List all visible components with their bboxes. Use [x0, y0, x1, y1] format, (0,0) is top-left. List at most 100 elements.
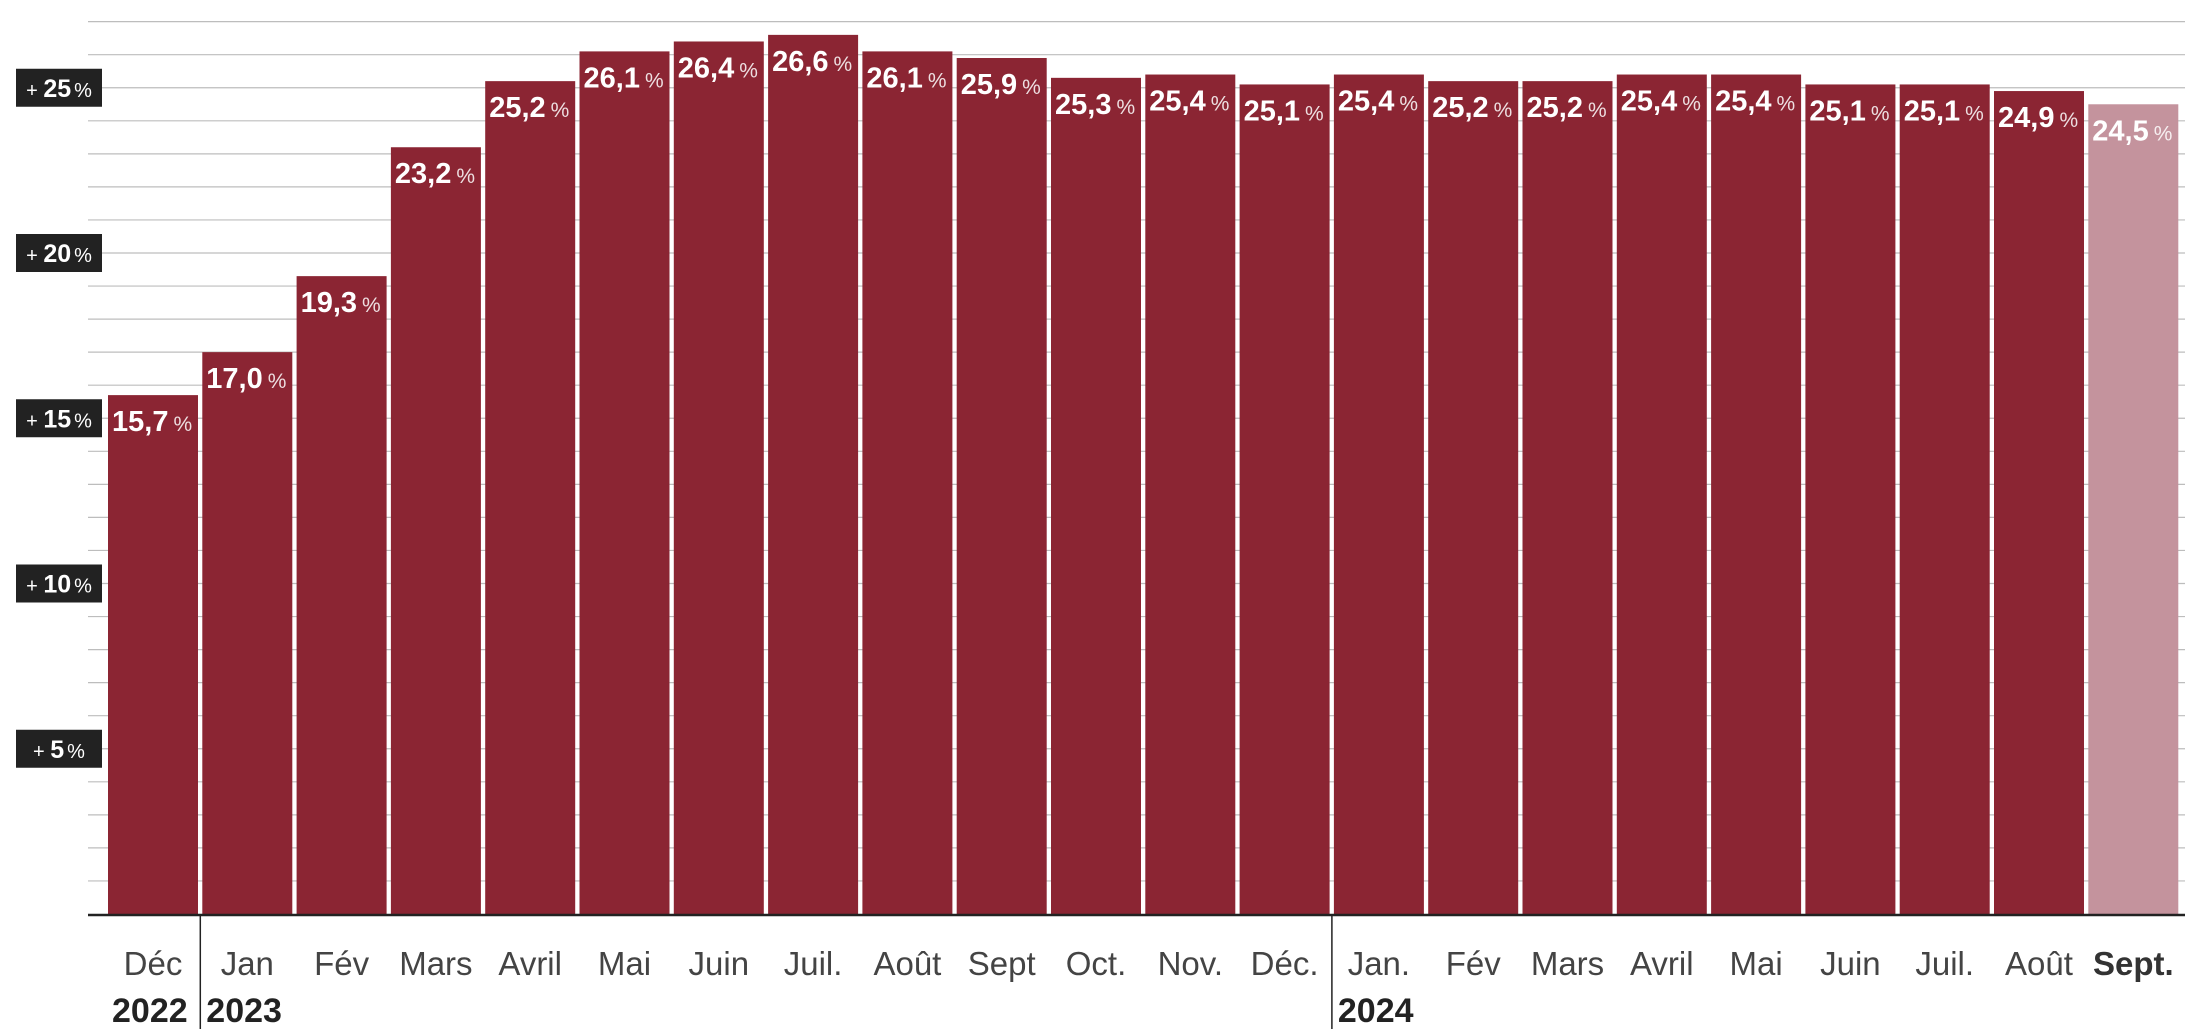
bar-value-number: 23,2: [395, 158, 451, 190]
x-tick-label: Avril: [1630, 945, 1694, 982]
x-tick-label: Déc.: [1251, 945, 1319, 982]
x-tick-label: Jan: [221, 945, 274, 982]
x-tick-label: Sept.: [2093, 945, 2174, 982]
bar-value-label: 24,5%: [2092, 115, 2172, 147]
bar-value-label: 19,3%: [301, 287, 381, 319]
bar-value-label: 25,4%: [1149, 86, 1229, 118]
bar-value-label: 26,1%: [584, 62, 664, 94]
bar-value-unit: %: [1211, 93, 1230, 116]
bar-value-number: 26,4: [678, 52, 734, 84]
bar-value-unit: %: [1399, 93, 1418, 116]
y-tick-label: + 5%: [33, 736, 85, 764]
bar-value-number: 17,0: [206, 363, 262, 395]
bar-value-label: 26,4%: [678, 52, 758, 84]
bar: [862, 51, 953, 914]
y-tick-value: 15: [43, 405, 71, 433]
bar-value-number: 25,1: [1809, 95, 1865, 127]
bars-layer: 15,7 %17,0 %19,3 %23,2 %25,2 %26,1% 26,4% 26,6%…: [108, 34, 2179, 915]
y-tick-box: [16, 234, 102, 272]
y-tick-unit: %: [74, 245, 92, 267]
bar-value-label: 25,4%: [1715, 86, 1795, 118]
bar-value-number: 25,9: [961, 69, 1017, 101]
bar-value-unit: %: [645, 69, 664, 92]
bar-value-number: 25,4: [1715, 86, 1771, 118]
y-axis: + 5 % + 10 % + 15 % + 20 % + 25%: [16, 68, 102, 768]
y-tick-value: 25: [43, 75, 71, 103]
year-label: 2023: [206, 992, 282, 1029]
bar-value-unit: %: [834, 53, 853, 76]
bar-value-label: 23,2%: [395, 158, 475, 190]
bar-value-label: 25,2%: [489, 92, 569, 124]
y-tick-label: + 10%: [26, 571, 92, 599]
bar: [1899, 84, 1990, 914]
bar-value-unit: %: [1965, 102, 1984, 125]
bar-value-label: 25,4%: [1338, 86, 1418, 118]
bar: [1994, 91, 2084, 915]
bar-value-number: 24,9: [1998, 102, 2054, 134]
bar: [202, 352, 293, 914]
bar-value-label: 25,1%: [1809, 95, 1889, 127]
x-tick-label: Mai: [1730, 945, 1783, 982]
bar-value-number: 25,2: [1527, 92, 1583, 124]
bar-value-number: 24,5: [2092, 115, 2148, 147]
bar: [108, 395, 198, 914]
bar-value-unit: %: [1494, 99, 1513, 122]
bar-value-unit: %: [551, 99, 570, 122]
y-tick-value: 20: [43, 240, 71, 268]
bar-value-number: 25,2: [489, 92, 545, 124]
x-tick-label: Juil.: [1915, 945, 1974, 982]
x-tick-label: Août: [873, 945, 941, 982]
y-tick-prefix: +: [26, 80, 43, 102]
bar-value-number: 25,3: [1055, 89, 1111, 121]
x-tick-label: Juil.: [784, 945, 843, 982]
year-label: 2024: [1338, 992, 1414, 1029]
x-axis: Déc Jan Fév Mars Avril Mai Juin Juil. Août Sept Oc…: [88, 913, 2185, 1030]
bar-value-label: 17,0%: [206, 363, 286, 395]
bar-value-unit: %: [1871, 102, 1890, 125]
y-tick-box: [16, 68, 102, 107]
y-tick-unit: %: [67, 741, 85, 763]
year-label: 2022: [112, 992, 188, 1029]
bar: [1616, 74, 1707, 914]
bar-value-unit: %: [173, 413, 192, 436]
bar-value-label: 25,2%: [1527, 92, 1607, 124]
bar-value-number: 25,1: [1244, 95, 1300, 127]
bar-value-label: 26,6%: [772, 46, 852, 78]
bar-value-number: 19,3: [301, 287, 357, 319]
x-tick-label: Sept: [968, 945, 1036, 982]
x-tick-label: Août: [2005, 945, 2073, 982]
bar-value-label: 25,9%: [961, 69, 1041, 101]
bar-value-label: 25,2%: [1432, 92, 1512, 124]
bar-value-unit: %: [362, 294, 381, 317]
bar-value-unit: %: [928, 69, 947, 92]
bar-value-label: 25,1%: [1904, 95, 1984, 127]
y-tick-box: [16, 729, 102, 768]
bar-value-unit: %: [1305, 102, 1324, 125]
y-tick-prefix: +: [33, 741, 50, 763]
bar-value-number: 25,2: [1432, 92, 1488, 124]
bar-value-number: 25,4: [1621, 86, 1677, 118]
bar: [1145, 74, 1236, 914]
bar-value-number: 25,4: [1149, 86, 1205, 118]
x-tick-label: Mars: [1531, 945, 1604, 982]
bar-value-number: 15,7: [112, 406, 168, 438]
bar-value-unit: %: [1116, 96, 1135, 119]
x-tick-label: Fév: [314, 945, 370, 982]
bar-value-unit: %: [1777, 93, 1796, 116]
bar: [579, 51, 670, 914]
x-tick-label: Oct.: [1066, 945, 1127, 982]
bar-value-number: 26,1: [584, 62, 640, 94]
bar-value-unit: %: [739, 59, 758, 82]
x-tick-label: Déc: [124, 945, 183, 982]
bar: [1428, 81, 1519, 914]
bar-value-unit: %: [268, 370, 287, 393]
bar: [296, 276, 387, 914]
bar: [1051, 77, 1141, 914]
y-tick-label: + 15%: [26, 405, 92, 433]
x-tick-label: Nov.: [1158, 945, 1223, 982]
bar-value-number: 25,4: [1338, 86, 1394, 118]
bar-value-label: 25,3%: [1055, 89, 1135, 121]
y-tick-value: 10: [43, 571, 71, 599]
